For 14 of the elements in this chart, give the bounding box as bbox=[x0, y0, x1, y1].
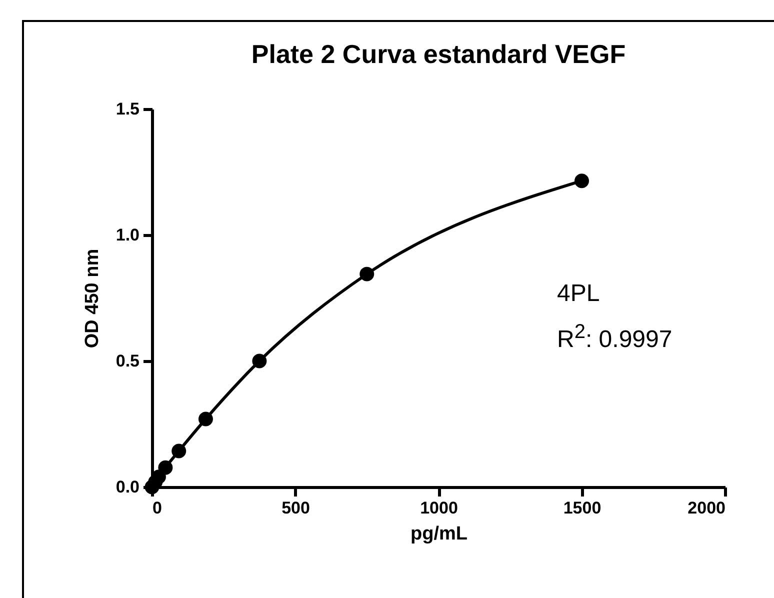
annotation: 4PL bbox=[557, 279, 601, 309]
x-tick-label: 1000 bbox=[420, 498, 458, 518]
y-tick-label: 0.0 bbox=[116, 478, 140, 496]
x-tick-label: 0 bbox=[152, 498, 162, 518]
x-tick-label: 2000 bbox=[688, 498, 726, 518]
x-tick-label: 500 bbox=[282, 498, 310, 518]
y-tick-label: 0.5 bbox=[116, 352, 140, 370]
y-tick-label: 1.0 bbox=[116, 226, 140, 244]
chart-title: Plate 2 Curva estandard VEGF bbox=[251, 39, 626, 69]
annotation: R$^{2}$: 0.9997 bbox=[557, 320, 672, 355]
y-tick-label: 1.5 bbox=[116, 100, 140, 118]
x-tick-label: 1500 bbox=[563, 498, 602, 518]
y-axis-title: OD 450 nm bbox=[82, 248, 103, 348]
x-axis-title: pg/mL bbox=[410, 524, 468, 544]
